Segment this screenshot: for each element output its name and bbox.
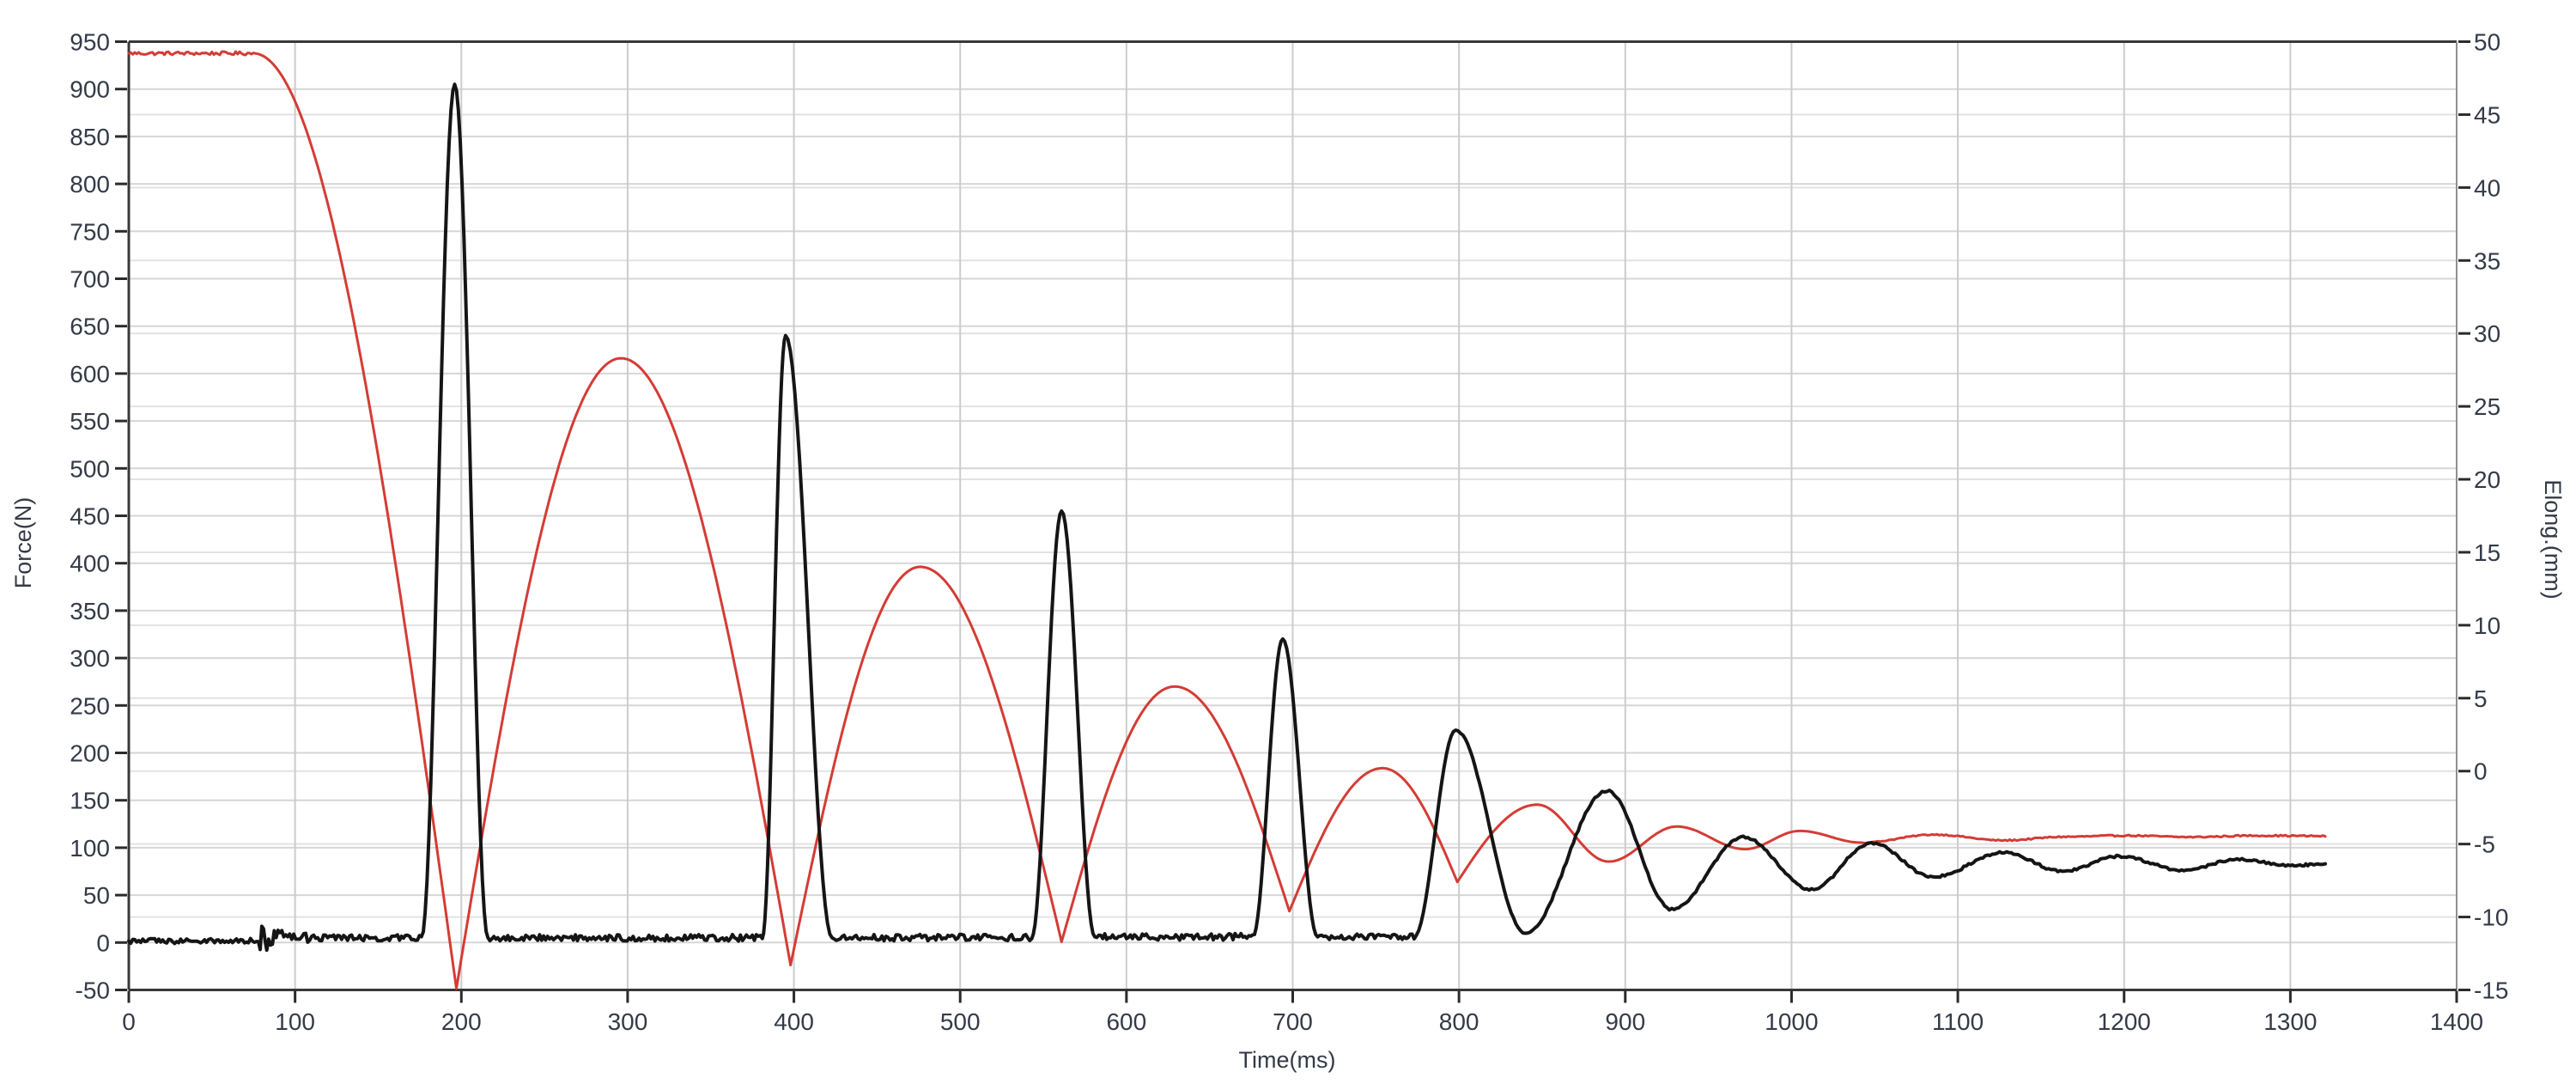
right-axis-tick-label: 50: [2474, 29, 2500, 56]
x-axis-tick-label: 700: [1273, 1008, 1313, 1035]
x-axis-tick-label: 300: [608, 1008, 648, 1035]
axis-label-layer: 9509008508007507006506005505004504003503…: [70, 29, 2508, 1036]
x-axis-tick-label: 1100: [1932, 1008, 1984, 1035]
left-axis-tick-label: 600: [70, 361, 110, 387]
right-axis-tick-label: 15: [2474, 539, 2500, 566]
left-axis-tick-label: 700: [70, 266, 110, 293]
x-axis-tick-label: 800: [1439, 1008, 1479, 1035]
x-axis-tick-label: 1300: [2263, 1008, 2317, 1035]
x-axis-tick-label: 100: [275, 1008, 315, 1035]
right-axis-tick-label: -5: [2474, 831, 2495, 858]
left-axis-tick-label: 350: [70, 598, 110, 624]
left-axis-tick-label: 50: [83, 882, 110, 909]
elongation-curve: [127, 50, 2327, 990]
x-axis-tick-label: 400: [774, 1008, 814, 1035]
x-axis-tick-label: 600: [1106, 1008, 1146, 1035]
x-axis-tick-label: 1200: [2098, 1008, 2151, 1035]
x-axis-tick-label: 1400: [2430, 1008, 2483, 1035]
left-axis-tick-label: 850: [70, 124, 110, 150]
plot-frame: [127, 40, 2458, 991]
x-axis-tick-label: 900: [1605, 1008, 1645, 1035]
left-axis-tick-label: 150: [70, 788, 110, 814]
right-axis-tick-label: 5: [2474, 685, 2488, 712]
y-axis-right-title: Elong.(mm): [2540, 479, 2566, 600]
x-axis-tick-label: 1000: [1765, 1008, 1818, 1035]
left-axis-tick-label: 200: [70, 740, 110, 767]
left-axis-tick-label: 100: [70, 835, 110, 862]
right-axis-tick-label: -10: [2474, 904, 2508, 931]
left-axis-tick-label: 450: [70, 503, 110, 530]
right-axis-tick-label: -15: [2474, 977, 2508, 1004]
right-axis-tick-label: 20: [2474, 466, 2500, 493]
left-axis-tick-label: 0: [96, 929, 110, 956]
left-axis-tick-label: 750: [70, 218, 110, 245]
y-axis-left-title: Force(N): [10, 497, 36, 589]
left-axis-tick-label: 300: [70, 645, 110, 672]
series-layer: [127, 50, 2327, 990]
left-axis-tick-label: 900: [70, 76, 110, 103]
grid-layer: [129, 41, 2457, 990]
right-axis-tick-label: 25: [2474, 393, 2500, 420]
left-axis-tick-label: 550: [70, 408, 110, 435]
left-axis-tick-label: 650: [70, 314, 110, 340]
left-axis-tick-label: 500: [70, 455, 110, 482]
x-axis-tick-label: 500: [940, 1008, 981, 1035]
right-axis-tick-label: 45: [2474, 101, 2500, 128]
right-axis-tick-label: 10: [2474, 612, 2500, 639]
left-axis-tick-label: 400: [70, 551, 110, 577]
right-axis-tick-label: 40: [2474, 174, 2500, 201]
tick-layer: [115, 40, 2470, 1003]
x-axis-tick-label: 200: [441, 1008, 482, 1035]
left-axis-tick-label: -50: [76, 977, 110, 1004]
x-axis-title: Time(ms): [1239, 1047, 1336, 1073]
right-axis-tick-label: 35: [2474, 247, 2500, 274]
force-curve: [127, 82, 2327, 953]
left-axis-tick-label: 250: [70, 692, 110, 719]
right-axis-tick-label: 30: [2474, 320, 2500, 347]
left-axis-tick-label: 950: [70, 29, 110, 56]
left-axis-tick-label: 800: [70, 171, 110, 198]
x-axis-tick-label: 0: [122, 1008, 136, 1035]
right-axis-tick-label: 0: [2474, 758, 2488, 785]
